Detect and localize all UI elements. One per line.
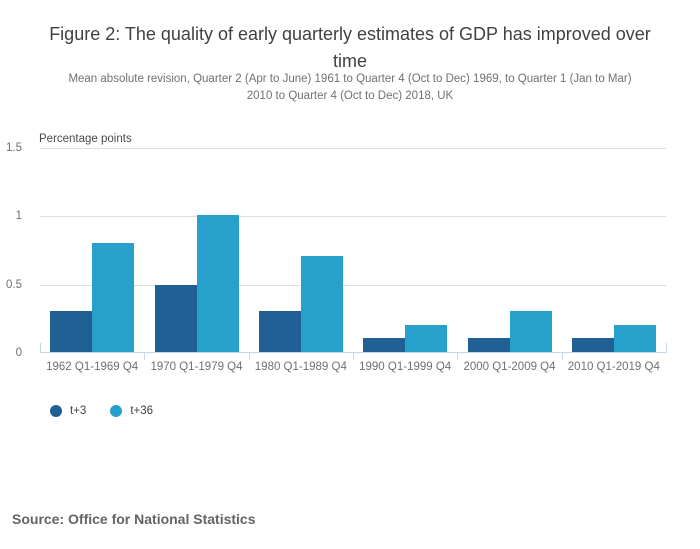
bar-t+3[interactable] <box>363 338 406 352</box>
x-axis-tick <box>144 353 146 360</box>
bar-t+3[interactable] <box>571 338 614 352</box>
bar-t+36[interactable] <box>196 215 239 352</box>
figure-title: Figure 2: The quality of early quarterly… <box>20 21 680 75</box>
x-axis-line <box>40 352 666 353</box>
x-axis-tick <box>666 343 667 353</box>
gridline <box>40 284 666 286</box>
figure-title-line2: time <box>332 51 367 72</box>
bar-t+36[interactable] <box>300 256 343 352</box>
source-note: Source: Office for National Statistics <box>12 511 256 527</box>
figure-subtitle: Mean absolute revision, Quarter 2 (Apr t… <box>30 71 670 105</box>
figure-subtitle-line1: Mean absolute revision, Quarter 2 (Apr t… <box>68 72 632 85</box>
gridline <box>40 148 666 149</box>
x-axis-tick <box>561 353 563 360</box>
legend-item-t+36[interactable]: t+36 <box>110 405 153 417</box>
plot-area: 0 0.5 1 1.5 1962 Q1-1969 Q4 1970 Q1-1979 Q4 19… <box>6 142 667 373</box>
figure-title-line1: Figure 2: The quality of early quarterly… <box>49 24 651 45</box>
y-axis-tick-label: 1.5 <box>6 142 22 154</box>
x-axis-tick <box>353 353 354 360</box>
legend: t+3 t+36 <box>50 405 153 417</box>
legend-dot-icon <box>50 405 62 417</box>
x-axis-tick <box>248 353 250 360</box>
bar-t+3[interactable] <box>154 285 197 352</box>
bar-t+36[interactable] <box>92 242 135 352</box>
x-axis-tick <box>457 353 459 360</box>
bar-t+36[interactable] <box>405 324 448 352</box>
bar-t+3[interactable] <box>50 311 93 352</box>
legend-label: t+3 <box>70 405 87 417</box>
bar-t+36[interactable] <box>509 311 552 352</box>
bar-t+36[interactable] <box>613 324 656 352</box>
bar-t+3[interactable] <box>258 311 301 352</box>
x-axis-label: 2000 Q1-2009 Q4 <box>463 361 556 373</box>
x-axis-label: 1962 Q1-1969 Q4 <box>46 361 139 373</box>
y-axis-tick-label: 0 <box>15 347 22 359</box>
legend-item-t+3[interactable]: t+3 <box>50 405 86 417</box>
y-axis-title: Percentage points <box>39 133 132 145</box>
gridline <box>40 216 666 218</box>
x-axis-label: 2010 Q1-2019 Q4 <box>567 361 660 373</box>
x-axis-tick <box>40 343 41 353</box>
legend-label: t+36 <box>130 405 154 417</box>
y-axis-tick-label: 0.5 <box>6 278 22 291</box>
bar-t+3[interactable] <box>467 338 510 352</box>
legend-dot-icon <box>110 405 123 417</box>
y-axis-tick-label: 1 <box>15 210 22 223</box>
x-axis-label: 1980 Q1-1989 Q4 <box>254 361 347 373</box>
x-axis-label: 1990 Q1-1999 Q4 <box>359 361 452 373</box>
x-axis-label: 1970 Q1-1979 Q4 <box>150 361 243 373</box>
figure-subtitle-line2: 2010 to Quarter 4 (Oct to Dec) 2018, UK <box>246 89 454 102</box>
